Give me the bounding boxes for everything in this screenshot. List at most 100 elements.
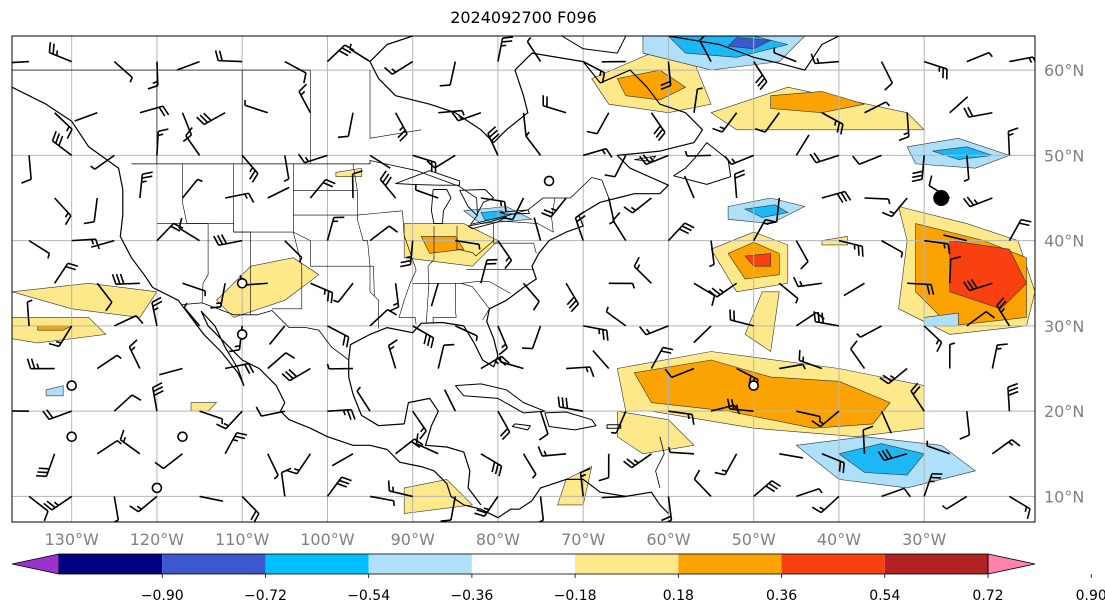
wind-barb <box>667 222 695 242</box>
wind-barb <box>996 297 1011 327</box>
x-tick-label: 130°W <box>44 530 99 549</box>
state-borders-4 <box>272 163 303 310</box>
wind-barb <box>811 410 840 428</box>
wind-barb <box>923 472 943 497</box>
wind-barb <box>753 480 782 498</box>
state-borders-9 <box>426 226 435 324</box>
wind-barb <box>196 112 226 126</box>
wind-barb <box>821 453 845 474</box>
colorbar-frame <box>58 553 989 575</box>
wind-barb <box>623 197 652 214</box>
wind-barb <box>183 302 201 327</box>
neg-anomaly-south-atlantic-core <box>838 443 925 476</box>
wind-barb <box>611 410 627 434</box>
wind-barb <box>499 356 524 370</box>
wind-barb <box>664 367 695 379</box>
wind-barb <box>284 60 307 84</box>
wind-barb <box>21 155 32 184</box>
wind-barb <box>151 296 163 327</box>
wind-barb <box>962 278 993 292</box>
wind-barb <box>809 152 840 164</box>
wind-barb <box>394 112 408 142</box>
wind-barb <box>74 111 98 122</box>
wind-barb <box>379 170 397 199</box>
wind-barb <box>623 453 652 469</box>
wind-barb <box>199 410 224 425</box>
colorbar: −0.90 −0.72 −0.54 −0.36 −0.18 0.18 0.36 0.54 0.7… <box>11 553 1105 604</box>
wind-barb <box>796 487 823 498</box>
colorbar-segment <box>884 554 988 574</box>
wind-barb <box>12 60 30 64</box>
wind-barb <box>852 154 882 166</box>
pos-anomaly-midatlantic-core <box>744 253 771 267</box>
wind-barb <box>898 112 910 142</box>
wind-barb <box>910 382 925 412</box>
wind-barb <box>54 112 73 139</box>
wind-barb <box>113 394 142 412</box>
wind-barb <box>224 431 248 455</box>
lake-superior <box>395 170 461 186</box>
wind-barb <box>966 311 995 327</box>
wind-barb <box>412 410 427 440</box>
x-tick-label: 100°W <box>300 530 355 549</box>
wind-barb <box>414 184 439 199</box>
wind-barb <box>708 240 715 268</box>
wind-barb <box>850 340 866 369</box>
wind-barb <box>821 190 852 203</box>
wind-barb <box>650 346 674 369</box>
wind-barb <box>241 495 260 522</box>
wind-barb <box>280 467 292 497</box>
coastline-hispaniola <box>544 411 597 431</box>
wind-barb <box>608 282 635 289</box>
wind-barb <box>966 51 993 63</box>
wind-barb <box>181 178 203 199</box>
wind-barb <box>26 358 55 370</box>
wind-barb <box>755 112 780 133</box>
wind-barb <box>383 60 414 76</box>
wind-barb <box>497 36 514 62</box>
wind-barb <box>267 186 290 199</box>
wind-barb <box>480 258 498 284</box>
wind-barb <box>244 100 268 114</box>
y-tick-label: 30°N <box>1044 317 1084 336</box>
wind-barb <box>267 352 296 370</box>
wind-barb <box>752 218 776 242</box>
pos-anomaly-pacific-north <box>12 282 158 318</box>
wind-barb <box>241 154 259 183</box>
coastline-jamaica <box>511 423 531 431</box>
wind-barb <box>113 496 120 522</box>
colorbar-segment <box>781 554 885 574</box>
wind-barb <box>210 283 226 309</box>
wind-barb <box>309 178 336 199</box>
wind-barb <box>28 495 49 522</box>
wind-barb <box>661 496 673 522</box>
wind-barb <box>298 153 328 164</box>
wind-barb <box>326 363 354 370</box>
wind-barb <box>650 112 666 142</box>
wind-barb <box>216 410 243 430</box>
wind-barb <box>714 453 738 476</box>
y-tick-label: 50°N <box>1044 146 1084 165</box>
markers-layer <box>66 175 950 494</box>
wind-barb <box>773 47 797 63</box>
wind-barb <box>639 154 669 166</box>
wind-barb <box>111 273 140 285</box>
wind-barb <box>333 282 354 303</box>
open-circle-marker <box>543 175 555 187</box>
state-borders-10 <box>456 223 494 257</box>
state-borders-7 <box>293 210 403 216</box>
wind-barb <box>283 155 290 183</box>
wind-barb <box>712 112 738 133</box>
wind-barb <box>35 453 56 478</box>
wind-barb <box>582 60 606 84</box>
wind-barb <box>864 197 891 205</box>
colorbar-tick-label: 0.36 <box>766 588 797 604</box>
wind-barb <box>724 154 754 166</box>
coastline-south-america <box>518 478 669 514</box>
map-frame <box>11 35 1036 523</box>
wind-barb <box>813 311 840 327</box>
wind-barb <box>395 438 424 455</box>
wind-barb <box>454 325 478 342</box>
wind-barb <box>668 447 695 455</box>
wind-barb <box>267 453 279 480</box>
